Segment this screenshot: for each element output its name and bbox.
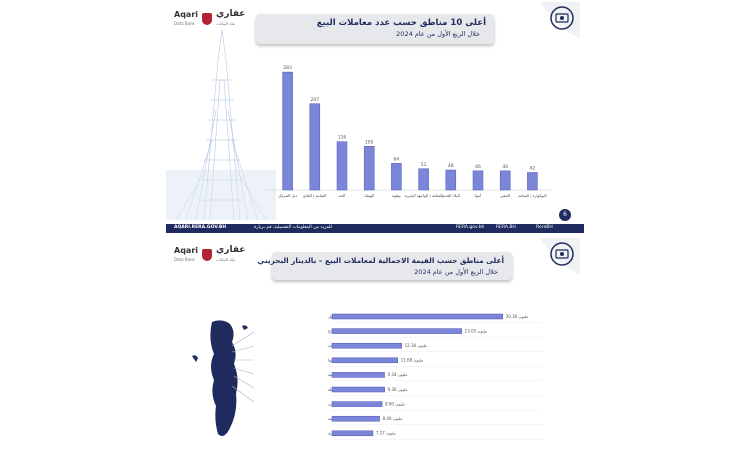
bar (336, 141, 348, 191)
footer-social-3[interactable]: ReraBH (536, 225, 553, 230)
bar-value-label: 116 (338, 135, 347, 141)
bar-value-label: 48 (448, 163, 454, 169)
slide-top-transactions-value: Aqari Data Bank عقاري بنك البيانات أعلى من… (166, 236, 584, 450)
bar (527, 172, 538, 191)
bar-value-label: 8.46 مليون (383, 416, 403, 421)
tower-illustration (166, 29, 276, 220)
category-label: البوكوارة / المنامة (518, 193, 546, 198)
chart-subtitle: خلال الربع الأول من عام 2024 (414, 268, 498, 276)
bar-value-label: 46 (502, 164, 508, 170)
bar-value-label: 9.36 مليون (388, 387, 408, 392)
bar (331, 372, 385, 378)
category-label: الحد (339, 193, 346, 198)
bar (309, 103, 321, 191)
bar (331, 342, 402, 349)
bar-value-label: 46 (475, 164, 481, 170)
bar-value-label: 12.38 مليون (405, 343, 427, 348)
money-transfer-icon (540, 2, 580, 38)
transactions-value-bar-chart: دبل الصرايل30.36 مليونالمنامة / الفاتح23… (328, 313, 542, 440)
category-label: الحد (328, 343, 335, 348)
category-label: أموا (475, 193, 481, 198)
transactions-count-bar-chart: 283 دبل الصرايل 207 المنامة / الفاتح 116 الحد… (266, 65, 551, 198)
bar (331, 357, 398, 364)
bar-value-label: 30.36 مليون (506, 314, 528, 319)
category-label: المنامة / الفاتح (303, 193, 326, 198)
footer-bar: AQARI.RERA.GOV.BH للمزيد من المعلومات ال… (166, 224, 584, 233)
bar-value-label: 105 (365, 139, 374, 145)
bar-value-label: 42 (530, 166, 536, 172)
category-label: المنامة / الواجهة البحرية (405, 193, 443, 198)
bar (363, 146, 375, 191)
bar (331, 430, 374, 437)
bar (331, 415, 380, 422)
bar (282, 71, 293, 191)
bar (331, 401, 383, 407)
brand-logo: Aqari Data Bank عقاري بنك البيانات (174, 9, 246, 27)
bar (418, 168, 429, 191)
shield-icon (202, 249, 213, 261)
bar-value-label: 7.27 مليون (376, 431, 396, 436)
money-transfer-icon (540, 238, 580, 274)
bar-value-label: 11.68 مليون (401, 358, 423, 363)
bar (331, 328, 462, 334)
category-label: دبل الصرايل (278, 193, 298, 198)
bar (499, 170, 511, 191)
category-label: الجفير (499, 193, 510, 198)
bar-value-label: 51 (421, 162, 427, 168)
bar-value-label: 64 (394, 156, 400, 162)
bar (472, 170, 484, 191)
slide-top-transactions-count: Aqari Data Bank عقاري بنك البيانات أعلى 10… (166, 0, 584, 233)
footer-social-1[interactable]: RERA.gov.bh (456, 225, 485, 230)
chart-title: أعلى 10 مناطق حسب عدد معاملات البيع (316, 18, 486, 28)
bar (331, 386, 385, 393)
bar-value-label: 9.34 مليون (388, 372, 408, 377)
bar-value-label: 8.90 مليون (385, 401, 405, 406)
bar (391, 163, 402, 191)
brand-logo: Aqari Data Bank عقاري بنك البيانات (174, 245, 246, 263)
chart-subtitle: خلال الربع الأول من عام 2024 (396, 30, 480, 38)
footer-social-2[interactable]: RERA.BH (496, 225, 516, 230)
footer-website[interactable]: AQARI.RERA.GOV.BH (174, 225, 227, 230)
category-label: بوقوة (392, 193, 401, 198)
chart-title-box: أعلى مناطق حسب القيمة الاجمالية لمعاملات… (258, 252, 512, 280)
chart-title-box: أعلى 10 مناطق حسب عدد معاملات البيع خلال… (256, 14, 494, 44)
category-label: أموا (328, 358, 334, 363)
bahrain-map (192, 320, 254, 436)
category-label: البلاد القديم (442, 193, 460, 198)
page-number: 6 (559, 209, 571, 221)
bar-value-label: 283 (283, 65, 292, 71)
bar (331, 313, 504, 320)
footer-info-text: للمزيد من المعلومات التفصيلية، قم بزيارة (254, 225, 333, 230)
bar-value-label: 23.05 مليون (465, 328, 487, 333)
shield-icon (202, 13, 213, 25)
bar (445, 169, 457, 191)
category-label: الهملة (364, 193, 373, 198)
bar-value-label: 207 (311, 97, 320, 103)
chart-title: أعلى مناطق حسب القيمة الاجمالية لمعاملات… (257, 256, 505, 265)
